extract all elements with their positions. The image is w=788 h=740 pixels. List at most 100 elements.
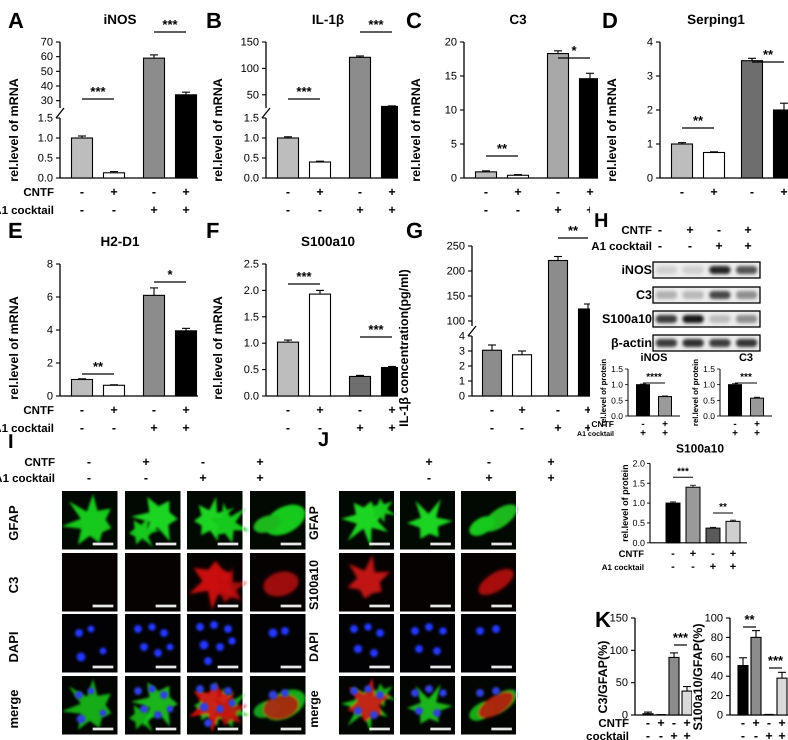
- svg-text:**: **: [719, 502, 727, 513]
- svg-text:0: 0: [47, 391, 53, 403]
- svg-text:CNTF: CNTF: [598, 718, 629, 730]
- svg-text:B: B: [206, 8, 222, 33]
- svg-text:60: 60: [711, 651, 723, 663]
- svg-text:merge: merge: [307, 690, 321, 728]
- svg-text:+: +: [554, 421, 561, 435]
- svg-text:+: +: [690, 548, 696, 560]
- svg-text:CNTF: CNTF: [24, 457, 55, 469]
- svg-text:2.0: 2.0: [244, 285, 259, 297]
- svg-text:G: G: [406, 218, 423, 243]
- svg-text:J: J: [318, 429, 329, 451]
- svg-text:+: +: [182, 185, 189, 199]
- svg-text:CNTF: CNTF: [621, 225, 652, 237]
- svg-text:-: -: [516, 203, 520, 217]
- svg-text:-: -: [490, 403, 494, 417]
- svg-text:40: 40: [41, 81, 53, 93]
- svg-text:20: 20: [445, 37, 457, 49]
- svg-text:4: 4: [459, 331, 465, 343]
- svg-text:+: +: [518, 403, 525, 417]
- svg-text:**: **: [497, 141, 508, 156]
- svg-text:Serping1: Serping1: [687, 12, 745, 27]
- svg-text:0.0: 0.0: [703, 411, 715, 421]
- svg-text:+: +: [765, 729, 772, 740]
- svg-text:1.0: 1.0: [703, 380, 715, 390]
- svg-text:***: ***: [162, 17, 178, 32]
- svg-text:+: +: [547, 455, 554, 469]
- svg-text:-: -: [741, 729, 745, 740]
- svg-text:**: **: [693, 113, 704, 128]
- svg-text:***: ***: [296, 269, 312, 284]
- svg-text:S100a10/GFAP(%): S100a10/GFAP(%): [691, 624, 705, 731]
- svg-text:6: 6: [47, 292, 53, 304]
- svg-text:***: ***: [368, 17, 384, 32]
- svg-text:GFAP: GFAP: [307, 506, 321, 540]
- svg-text:-: -: [741, 716, 745, 730]
- svg-text:+: +: [256, 455, 263, 469]
- svg-text:-: -: [711, 548, 715, 560]
- svg-text:IL-1β concentration(pg/ml): IL-1β concentration(pg/ml): [397, 269, 411, 427]
- svg-text:iNOS: iNOS: [641, 352, 668, 364]
- svg-text:-: -: [520, 421, 524, 435]
- svg-text:0.5: 0.5: [38, 153, 53, 165]
- svg-text:-: -: [646, 716, 650, 730]
- svg-text:1.0: 1.0: [611, 380, 623, 390]
- svg-text:+: +: [182, 203, 189, 217]
- svg-text:-: -: [671, 561, 675, 573]
- svg-text:1.5: 1.5: [38, 113, 53, 125]
- svg-text:50: 50: [616, 677, 628, 689]
- svg-text:+: +: [110, 185, 117, 199]
- svg-text:rel.level of mRNA: rel.level of mRNA: [605, 78, 619, 182]
- svg-text:S100a10: S100a10: [307, 560, 321, 610]
- svg-text:-: -: [358, 185, 362, 199]
- svg-text:A1 cocktail: A1 cocktail: [0, 205, 54, 217]
- svg-text:-: -: [754, 729, 758, 740]
- svg-text:+: +: [640, 428, 646, 439]
- svg-text:F: F: [206, 218, 219, 243]
- svg-text:0.5: 0.5: [632, 518, 645, 528]
- svg-text:CNTF: CNTF: [591, 419, 614, 429]
- svg-text:-: -: [80, 185, 84, 199]
- svg-text:+: +: [683, 729, 690, 740]
- svg-text:0.5: 0.5: [703, 395, 715, 405]
- svg-text:+: +: [425, 455, 432, 469]
- svg-text:***: ***: [768, 653, 784, 668]
- svg-text:5: 5: [451, 139, 457, 151]
- svg-text:0.5: 0.5: [244, 153, 259, 165]
- svg-text:-: -: [487, 455, 491, 469]
- svg-text:+: +: [754, 428, 760, 439]
- svg-text:4: 4: [47, 325, 53, 337]
- svg-text:rel.level of mRNA: rel.level of mRNA: [7, 296, 21, 400]
- svg-text:IL-1β: IL-1β: [312, 12, 344, 27]
- svg-text:80: 80: [711, 632, 723, 644]
- svg-text:2: 2: [47, 358, 53, 370]
- svg-text:**: **: [744, 612, 755, 627]
- svg-text:100: 100: [241, 63, 259, 75]
- svg-text:+: +: [388, 203, 395, 217]
- svg-text:10: 10: [445, 105, 457, 117]
- svg-text:-: -: [286, 185, 290, 199]
- svg-text:-: -: [646, 729, 650, 740]
- svg-text:C3: C3: [636, 288, 652, 302]
- svg-text:+: +: [730, 548, 736, 560]
- svg-text:A1 cocktail: A1 cocktail: [577, 430, 614, 438]
- svg-text:rel.level of protein: rel.level of protein: [691, 359, 700, 426]
- svg-text:1.5: 1.5: [611, 364, 623, 374]
- svg-text:-: -: [484, 203, 488, 217]
- svg-text:+: +: [662, 428, 668, 439]
- svg-text:+: +: [586, 185, 593, 199]
- svg-text:+: +: [744, 239, 751, 253]
- svg-text:E: E: [8, 218, 23, 243]
- svg-text:***: ***: [368, 322, 384, 337]
- svg-text:+: +: [256, 471, 263, 485]
- svg-text:-: -: [286, 203, 290, 217]
- svg-text:-: -: [680, 185, 684, 199]
- svg-text:60: 60: [41, 51, 53, 63]
- svg-text:0: 0: [647, 173, 653, 185]
- svg-text:A: A: [8, 8, 24, 33]
- svg-text:-: -: [658, 239, 662, 253]
- svg-text:50: 50: [247, 89, 259, 101]
- svg-text:****: ****: [646, 372, 662, 383]
- svg-text:1.0: 1.0: [632, 498, 645, 508]
- svg-text:***: ***: [90, 84, 106, 99]
- svg-text:1.0: 1.0: [244, 338, 259, 350]
